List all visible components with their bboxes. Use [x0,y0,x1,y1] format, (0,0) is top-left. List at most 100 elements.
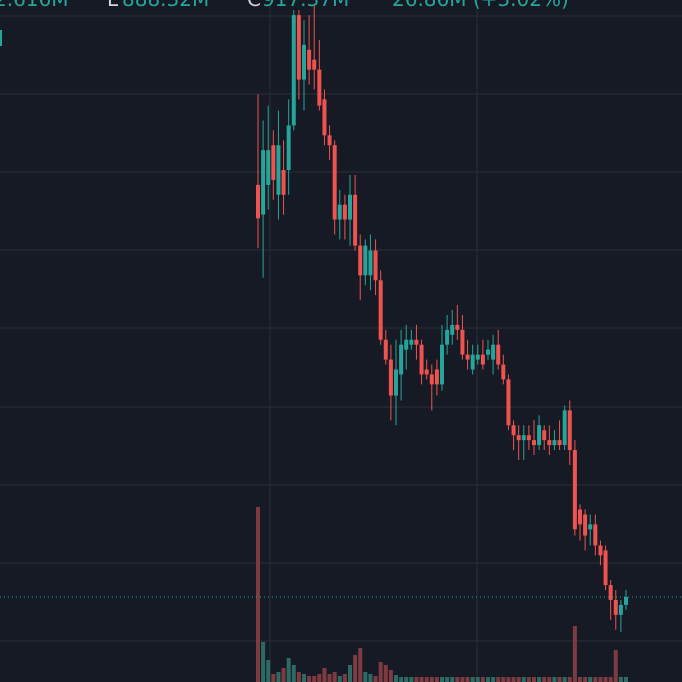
volume-bar [572,626,577,682]
candle-body [327,135,332,146]
volume-bar [337,676,342,682]
legend-change: 26.86M (+3.02%) [392,0,569,11]
candle-body [378,280,383,340]
volume-bar [532,677,536,682]
candle-body [491,344,496,360]
volume-bar [578,677,582,682]
candle-body [337,204,342,220]
volume-bar [593,677,598,682]
volume-bar [506,677,511,682]
volume-bar [419,677,424,682]
volume-bar [368,674,373,682]
volume-bar [465,677,470,682]
volume-bar [475,677,480,682]
volume-bar [516,677,521,682]
candle-body [404,339,409,350]
candle-body [302,44,306,80]
volume-bar [501,677,506,682]
volume-bar [399,677,404,682]
candle-body [608,585,613,600]
volume-bar [429,677,434,682]
candle-body [598,545,603,556]
candle-body [460,329,465,355]
volume-bar [348,665,352,682]
volume-bar [526,677,531,682]
volume-bar [562,677,567,682]
candle-body [424,369,429,375]
volume-bar [537,677,542,682]
candle-body [506,379,511,426]
candle-body [296,15,301,80]
candle-body [409,339,414,345]
candle-body [552,440,557,446]
candle-body [440,344,444,385]
volume-bar [547,677,552,682]
volume-bar [455,677,460,682]
candle-body [567,410,572,451]
volume-bar [409,677,414,682]
ohlc-legend: 2.616M L 888.32M C 917.37M 26.86M (+3.02… [0,0,569,11]
volume-bar [327,674,332,682]
legend-key: L [107,0,119,11]
volume-bar [440,677,444,682]
candle-body [470,354,475,370]
candle-body [542,430,547,441]
candle-body [603,550,608,586]
candle-body [613,599,618,615]
candle-body [383,339,388,360]
volume-bar [363,672,368,682]
candle-body [429,374,434,385]
volume-bar [353,655,358,682]
candle-body [353,194,358,246]
candle-body [537,425,542,446]
candle-body [419,344,424,375]
legend-value: 888.32M [122,0,209,11]
volume-bar [373,676,378,682]
candle-body [532,440,536,446]
volume-bars [256,507,628,682]
volume-bar [618,677,623,682]
volume-bar [603,677,608,682]
legend-fragment: 2.616M [0,0,69,11]
volume-bar [470,677,475,682]
candle-body [496,344,501,365]
volume-bar [276,672,281,682]
volume-bar [613,650,618,682]
volume-bar [342,674,347,682]
candle-body [399,344,404,375]
volume-bar [414,677,419,682]
volume-bar [312,676,317,682]
candle-body [593,524,598,546]
candle-body [317,69,322,106]
volume-bar [424,677,429,682]
volume-bar [460,677,465,682]
candle-body [588,524,593,530]
volume-bar [608,677,613,682]
candle-body [455,324,460,330]
candle-body [358,245,363,276]
candle-body [501,364,506,380]
volume-bar [624,677,628,682]
candle-body [394,369,398,396]
candle-body [618,604,623,615]
volume-bar [266,660,271,682]
volume-bar [583,677,588,682]
candle-body [286,125,291,171]
volume-bar [286,658,291,682]
candle-body [465,354,470,360]
candle-body [572,450,577,530]
candle-body [486,349,490,355]
volume-bar [358,648,363,682]
candle-body [526,435,531,441]
candle-body [547,440,552,446]
volume-bar [332,672,337,682]
candle-body [363,245,368,276]
volume-bar [588,677,593,682]
volume-bar [256,507,260,682]
volume-bar [557,677,562,682]
volume-bar [388,670,393,682]
volume-bar [567,677,572,682]
candle-body [557,440,562,446]
candle-body [475,354,480,360]
volume-bar [317,674,322,682]
